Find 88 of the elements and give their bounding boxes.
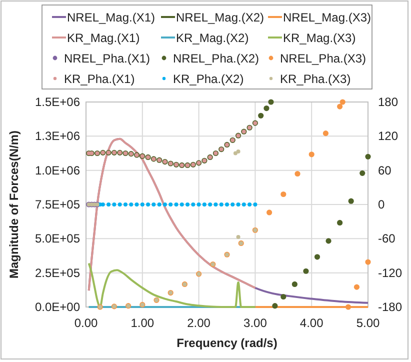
legend-label: NREL_Pha.(X3) [280, 52, 366, 66]
point [248, 202, 252, 206]
point [236, 150, 240, 154]
y-tick-label: 0.0E+00 [34, 300, 80, 314]
point [264, 105, 270, 112]
y-tick-label: 1.0E+06 [34, 163, 80, 178]
point [180, 202, 184, 206]
legend-label: NREL_Mag.(X3) [283, 10, 372, 24]
point [348, 198, 354, 204]
y-axis-title: Magnitude of Forces(N/m) [7, 130, 21, 279]
point [168, 202, 173, 206]
point [191, 202, 196, 206]
point [174, 202, 178, 206]
point [106, 202, 111, 206]
point [303, 268, 309, 274]
y-tick-label: 1.5E+06 [34, 95, 80, 109]
point [258, 112, 264, 118]
point [208, 202, 212, 206]
point [266, 210, 272, 216]
y2-tick-label: 180 [378, 95, 398, 109]
x-tick-label: 5.00 [356, 316, 380, 330]
y-tick-label: 7.5E+05 [34, 198, 80, 212]
point [280, 294, 286, 300]
point [365, 259, 371, 265]
point [345, 304, 352, 310]
point [236, 234, 240, 239]
point [214, 202, 218, 206]
x-axis-title: Frequency (rad/s) [176, 336, 278, 350]
y2-tick-label: 120 [378, 129, 398, 144]
legend-label: KR_Pha.(X3) [280, 72, 351, 86]
point [146, 202, 150, 206]
x-tick-label: 3.00 [244, 316, 268, 330]
point [152, 202, 156, 206]
point [326, 238, 332, 244]
legend-label: KR_Pha.(X2) [173, 72, 244, 86]
point [162, 202, 167, 206]
legend-label: KR_Mag.(X1) [67, 31, 140, 45]
point [272, 303, 278, 309]
point [157, 202, 162, 206]
y-tick-label: 1.3E+06 [34, 129, 80, 144]
point [118, 202, 122, 206]
point [219, 202, 224, 206]
point [196, 202, 201, 206]
point [112, 202, 116, 206]
point [134, 202, 139, 206]
point [365, 154, 371, 160]
point [236, 202, 240, 206]
point [225, 202, 229, 206]
y2-tick-label: 60 [378, 163, 392, 178]
y2-tick-label: -120 [378, 266, 402, 280]
point [322, 130, 328, 136]
point [140, 202, 144, 206]
y2-tick-label: -180 [378, 300, 402, 314]
point [337, 220, 343, 226]
x-tick-label: 0.00 [74, 316, 98, 330]
point [337, 104, 343, 110]
point [242, 202, 246, 206]
y2-tick-label: -60 [378, 232, 396, 246]
legend-label: NREL_Pha.(X2) [173, 52, 260, 66]
legend-label: KR_Mag.(X2) [176, 31, 249, 45]
point [123, 202, 128, 206]
point [186, 202, 190, 206]
y-tick-label: 5.0E+05 [34, 232, 80, 246]
x-tick-label: 4.00 [300, 316, 324, 330]
point [268, 99, 274, 105]
point [314, 254, 320, 260]
point [233, 151, 238, 156]
point [354, 284, 360, 290]
point [230, 202, 235, 206]
legend-label: KR_Mag.(X3) [283, 31, 356, 45]
line-series [88, 138, 256, 292]
x-tick-label: 2.00 [187, 316, 211, 330]
legend-label: KR_Pha.(X1) [64, 72, 135, 86]
legend-label: NREL_Pha.(X1) [64, 52, 150, 66]
point [340, 99, 346, 105]
point [292, 281, 298, 288]
legend-label: NREL_Mag.(X1) [67, 10, 156, 24]
point [308, 152, 314, 158]
y-tick-label: 2.5E+05 [34, 266, 80, 280]
point [253, 202, 258, 206]
point [129, 202, 134, 206]
point [294, 170, 300, 177]
point [202, 202, 206, 206]
point [360, 170, 366, 176]
y2-tick-label: 0 [378, 198, 385, 212]
x-tick-label: 1.00 [130, 316, 154, 330]
point [280, 191, 286, 198]
legend-label: NREL_Mag.(X2) [176, 10, 264, 24]
